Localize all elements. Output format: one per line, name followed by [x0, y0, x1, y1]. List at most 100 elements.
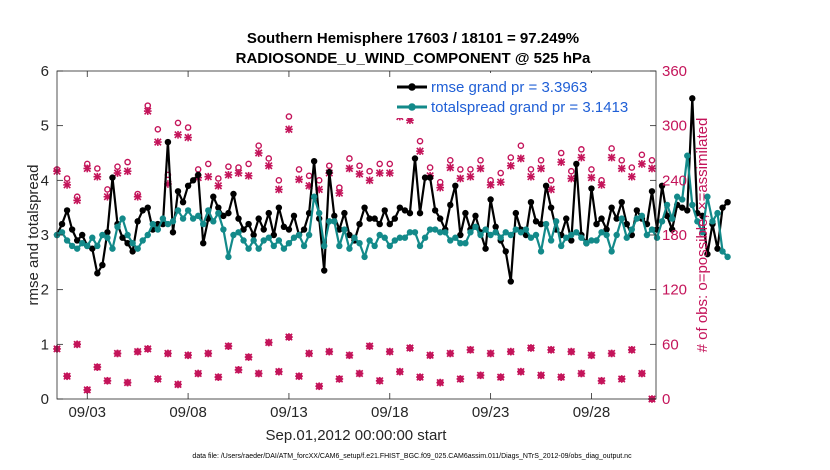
obs-assimilated-marker: [264, 161, 273, 170]
rmse-point: [134, 218, 141, 225]
rmse-point: [300, 226, 308, 233]
rmse-point: [487, 196, 494, 203]
obs-possible-marker: [174, 119, 182, 127]
obs-low-assimilated-marker: [335, 375, 344, 383]
rmse-point: [447, 201, 454, 209]
obs-possible-marker: [255, 142, 262, 150]
obs-possible-marker: [376, 160, 383, 168]
totalspread-point: [99, 231, 106, 239]
obs-low-assimilated-marker: [365, 342, 374, 350]
rmse-point: [346, 231, 353, 239]
rmse-point: [184, 182, 192, 189]
rmse-point: [164, 138, 172, 146]
obs-possible-marker: [547, 177, 555, 184]
totalspread-point: [583, 240, 590, 247]
totalspread-point: [265, 234, 272, 241]
totalspread-point: [73, 245, 81, 252]
totalspread-point: [522, 226, 530, 233]
obs-low-assimilated-marker: [305, 349, 313, 358]
totalspread-point: [255, 245, 262, 252]
obs-low-assimilated-marker: [577, 369, 586, 378]
rmse-point: [63, 207, 71, 214]
totalspread-point: [391, 237, 399, 244]
obs-possible-marker: [94, 165, 101, 172]
obs-low-assimilated-marker: [385, 347, 394, 356]
series-layer: [53, 95, 731, 403]
legend: rmse grand pr = 3.3963 totalspread grand…: [393, 73, 651, 118]
totalspread-point: [552, 218, 560, 225]
obs-assimilated-marker: [113, 169, 122, 177]
obs-assimilated-marker: [617, 164, 626, 173]
rmse-point: [240, 226, 247, 233]
totalspread-point: [542, 220, 550, 228]
rmse-point: [426, 174, 434, 181]
obs-low-assimilated-marker: [194, 369, 203, 378]
rmse-point: [331, 212, 338, 220]
obs-low-assimilated-marker: [547, 345, 555, 354]
obs-possible-marker: [467, 166, 474, 173]
totalspread-point: [144, 231, 151, 239]
obs-possible-marker: [567, 167, 575, 175]
obs-low-assimilated-marker: [607, 349, 616, 358]
rmse-point: [704, 250, 711, 258]
totalspread-point: [673, 193, 681, 200]
obs-low-assimilated-marker: [143, 345, 152, 353]
obs-assimilated-marker: [123, 167, 132, 176]
obs-assimilated-marker: [285, 125, 293, 134]
totalspread-point: [643, 231, 651, 239]
rmse-point: [321, 267, 328, 274]
obs-possible-marker: [446, 156, 454, 164]
rmse-point: [356, 220, 363, 228]
obs-low-assimilated-marker: [506, 347, 515, 356]
totalspread-point: [563, 234, 570, 241]
rmse-point: [608, 204, 615, 211]
obs-assimilated-marker: [83, 164, 92, 173]
totalspread-point: [547, 237, 555, 244]
totalspread-point: [719, 248, 726, 255]
obs-possible-marker: [426, 164, 434, 171]
rmse-point: [326, 168, 333, 176]
rmse-point: [89, 245, 96, 252]
obs-low-assimilated-marker: [214, 373, 223, 381]
rmse-point: [563, 215, 570, 222]
totalspread-point: [502, 229, 509, 236]
y-left-tick-label: 0: [41, 391, 49, 408]
rmse-point: [310, 158, 318, 165]
totalspread-point: [633, 215, 641, 222]
obs-low-assimilated-marker: [517, 367, 525, 376]
obs-low-assimilated-marker: [627, 345, 636, 354]
obs-low-assimilated-marker: [436, 378, 445, 387]
totalspread-point: [638, 212, 646, 220]
rmse-point: [411, 155, 419, 162]
rmse-point: [633, 207, 641, 214]
rmse-point: [265, 209, 272, 217]
obs-possible-marker: [537, 156, 545, 164]
obs-low-assimilated-marker: [617, 375, 626, 383]
totalspread-point: [507, 231, 514, 239]
obs-assimilated-marker: [527, 172, 535, 181]
rmse-point: [416, 209, 424, 217]
obs-assimilated-marker: [214, 181, 223, 190]
rmse-point: [58, 220, 66, 228]
rmse-point: [421, 174, 429, 181]
rmse-point: [507, 278, 514, 285]
totalspread-point: [709, 218, 716, 225]
obs-possible-marker: [477, 156, 484, 164]
rmse-point: [139, 207, 146, 214]
totalspread-point: [321, 242, 328, 250]
y-left-tick-label: 4: [41, 172, 49, 189]
totalspread-point: [139, 237, 146, 244]
totalspread-point: [462, 240, 469, 247]
rmse-point: [275, 204, 283, 211]
rmse-point: [689, 95, 696, 102]
totalspread-point: [613, 231, 620, 239]
rmse-point: [210, 193, 217, 200]
rmse-point: [94, 270, 101, 277]
totalspread-point: [512, 226, 520, 233]
obs-low-assimilated-marker: [113, 349, 122, 358]
obs-low-assimilated-marker: [527, 344, 535, 352]
obs-low-assimilated-marker: [234, 366, 243, 374]
obs-low-assimilated-marker: [355, 369, 364, 378]
rmse-point: [79, 231, 86, 239]
rmse-point: [189, 177, 197, 184]
